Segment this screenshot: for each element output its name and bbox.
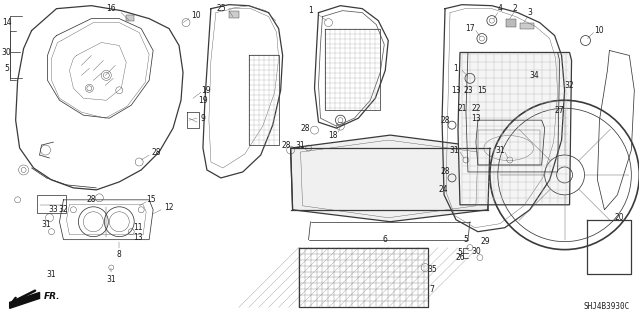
Text: 11: 11 [133,223,143,232]
Text: 28: 28 [282,141,291,150]
Text: 25: 25 [216,4,226,13]
Text: 8: 8 [117,250,122,259]
Text: 12: 12 [164,203,174,212]
Text: 23: 23 [463,86,473,95]
Text: 3: 3 [527,8,532,17]
Bar [229,11,239,18]
Bar [506,19,516,26]
Text: 9: 9 [200,114,205,123]
Text: 19: 19 [201,86,211,95]
Text: 6: 6 [383,235,388,244]
Text: 32: 32 [59,205,68,214]
Text: 24: 24 [438,185,448,194]
Text: 31: 31 [495,145,505,154]
Text: 22: 22 [471,104,481,113]
Text: 29: 29 [480,237,490,246]
Text: 13: 13 [471,114,481,123]
Text: 10: 10 [595,26,604,35]
Text: 5: 5 [4,64,9,73]
Text: 13: 13 [451,86,461,95]
Text: 7: 7 [429,285,435,294]
Text: 28: 28 [152,147,161,157]
Text: 28: 28 [440,116,450,125]
Text: 32: 32 [564,81,574,90]
Text: 33: 33 [49,205,58,214]
Text: 28: 28 [86,195,96,204]
Text: 18: 18 [328,130,337,140]
Text: 31: 31 [296,141,305,150]
Text: 27: 27 [555,106,564,115]
Text: 31: 31 [42,220,51,229]
Text: 26: 26 [455,253,465,262]
Bar [126,15,134,21]
Text: 13: 13 [133,233,143,242]
Text: 4: 4 [497,4,502,13]
Text: 17: 17 [465,24,475,33]
Text: 10: 10 [191,11,201,20]
Text: 31: 31 [106,275,116,284]
Text: 21: 21 [457,104,467,113]
Text: 16: 16 [106,4,116,13]
Text: 35: 35 [428,265,437,274]
Text: 28: 28 [301,124,310,133]
Bar [520,23,534,29]
Text: 1: 1 [308,6,313,15]
Text: 34: 34 [530,71,540,80]
Text: 5: 5 [458,248,463,257]
Text: SHJ4B3930C: SHJ4B3930C [583,302,629,311]
Polygon shape [10,293,40,308]
Text: 2: 2 [513,4,517,13]
Polygon shape [291,135,490,222]
Bar [36,195,67,213]
Text: 30: 30 [2,48,12,57]
Text: 5: 5 [463,235,468,244]
Text: 15: 15 [147,195,156,204]
Text: FR.: FR. [44,292,60,301]
Text: 20: 20 [614,213,624,222]
Text: 30: 30 [471,247,481,256]
Text: 28: 28 [440,167,450,176]
Text: 1: 1 [454,64,458,73]
Polygon shape [458,52,572,205]
Text: 31: 31 [449,145,459,154]
Text: 31: 31 [47,270,56,279]
Text: 14: 14 [2,18,12,27]
Text: 15: 15 [477,86,486,95]
Text: 19: 19 [198,96,208,105]
